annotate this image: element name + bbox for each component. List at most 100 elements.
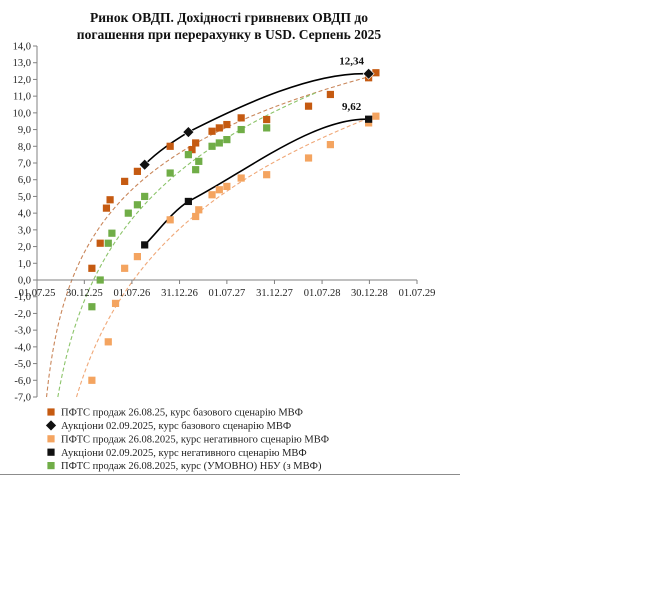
data-point (208, 127, 216, 135)
trend-line (45, 73, 378, 398)
chart-title-line2: погашення при перерахунку в USD. Серпень… (77, 27, 382, 42)
auction-curve (144, 72, 369, 166)
data-point (365, 119, 373, 127)
y-tick-label: 10,0 (13, 108, 31, 119)
data-point (192, 139, 200, 147)
data-point (184, 197, 192, 206)
data-point (237, 174, 245, 182)
data-point (215, 124, 223, 132)
data-point (215, 139, 223, 147)
x-tick-label: 01.07.26 (114, 288, 151, 299)
data-point (192, 166, 200, 174)
data-point (184, 151, 192, 159)
auction-curve (144, 118, 369, 246)
data-point (166, 169, 174, 177)
data-point (263, 124, 271, 132)
chart-title-line1: Ринок ОВДП. Дохідності гривневих ОВДП до (90, 10, 368, 25)
data-point (372, 112, 380, 120)
y-tick-label: -4,0 (14, 342, 31, 353)
legend-label: Аукціони 02.09.2025, курс базового сцена… (61, 421, 291, 432)
data-point (326, 141, 334, 149)
chart-title: Ринок ОВДП. Дохідності гривневих ОВДП до… (77, 10, 382, 42)
legend-label: ПФТС продаж 26.08.2025, курс негативного… (61, 434, 329, 445)
y-tick-label: -5,0 (14, 359, 31, 370)
legend-marker (47, 462, 55, 470)
y-tick-label: 2,0 (18, 242, 31, 253)
data-point (102, 204, 111, 212)
data-point (304, 154, 313, 162)
data-point (192, 212, 200, 221)
data-points (88, 67, 380, 384)
data-point (133, 167, 141, 175)
data-point (182, 126, 195, 139)
data-point (138, 158, 151, 171)
data-point (108, 229, 116, 237)
legend-label: ПФТС продаж 26.08.2025, курс (УМОВНО) НБ… (61, 461, 322, 472)
data-point (96, 276, 104, 284)
data-point (188, 146, 196, 154)
data-point (215, 186, 223, 194)
x-tick-label: 30.12.28 (351, 288, 388, 299)
data-point (104, 338, 112, 346)
y-tick-label: 4,0 (18, 209, 31, 220)
data-point (166, 142, 174, 150)
legend-marker (45, 419, 57, 432)
data-point (223, 120, 231, 129)
data-point (121, 177, 129, 185)
x-tick-label: 30.12.25 (66, 288, 103, 299)
data-point (263, 171, 271, 179)
data-point (223, 136, 231, 144)
y-tick-label: 12,0 (13, 75, 31, 86)
y-tick-label: -6,0 (14, 376, 31, 387)
data-point (141, 241, 149, 249)
data-point (88, 264, 96, 272)
data-point (362, 67, 375, 80)
data-point (195, 157, 203, 165)
value-label: 12,34 (339, 56, 364, 68)
y-tick-label: -3,0 (14, 326, 31, 337)
y-tick-label: 11,0 (13, 92, 31, 103)
x-tick-label: 01.07.27 (208, 288, 245, 299)
data-point (88, 303, 96, 311)
y-tick-label: -2,0 (14, 309, 31, 320)
data-point (133, 253, 141, 261)
data-point (104, 239, 112, 247)
y-tick-label: 8,0 (18, 142, 31, 153)
y-tick-label: -7,0 (14, 393, 31, 404)
data-point (237, 125, 245, 134)
legend-label: Аукціони 02.09.2025, курс негативного сц… (61, 448, 307, 459)
x-tick-label: 01.07.25 (19, 288, 56, 299)
trend-line (57, 91, 319, 398)
legend: ПФТС продаж 26.08.25, курс базового сцен… (45, 408, 329, 472)
data-point (111, 299, 120, 307)
y-tick-label: 9,0 (18, 125, 31, 136)
data-point (208, 191, 216, 199)
data-point (237, 114, 245, 122)
legend-marker (47, 435, 55, 443)
y-tick-label: 3,0 (18, 225, 31, 236)
y-tick-label: 0,0 (18, 276, 31, 287)
value-labels: 12,34 9,62 (339, 56, 364, 113)
data-point (166, 216, 174, 224)
data-point (365, 115, 373, 123)
trend-lines (45, 72, 378, 398)
y-tick-label: 7,0 (18, 159, 31, 170)
legend-marker (47, 408, 55, 416)
data-point (88, 376, 96, 384)
axes: 14,0 13,0 12,0 11,0 10,0 9,0 8,0 7,0 6,0 5,0 4,0 3,… (13, 42, 436, 404)
data-point (124, 209, 132, 217)
data-point (372, 69, 380, 77)
data-point (106, 196, 114, 204)
legend-label: ПФТС продаж 26.08.25, курс базового сцен… (61, 408, 303, 419)
data-point (223, 182, 231, 190)
data-point (326, 90, 334, 99)
data-point (195, 206, 203, 214)
x-tick-label: 01.07.29 (399, 288, 436, 299)
y-tick-label: 14,0 (13, 42, 31, 53)
data-point (208, 142, 216, 150)
y-tick-label: 1,0 (18, 259, 31, 270)
y-tick-label: 5,0 (18, 192, 31, 203)
data-point (133, 201, 141, 209)
data-point (96, 239, 104, 247)
